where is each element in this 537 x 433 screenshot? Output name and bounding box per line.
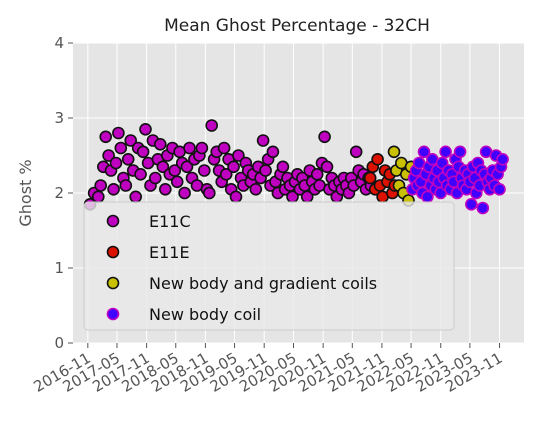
legend-marker bbox=[106, 307, 120, 321]
data-point bbox=[180, 160, 194, 174]
data-point bbox=[94, 179, 107, 192]
data-point bbox=[476, 201, 490, 215]
data-point bbox=[387, 145, 401, 159]
data-point bbox=[170, 175, 184, 189]
data-point bbox=[439, 145, 452, 159]
data-point bbox=[310, 168, 324, 181]
data-point bbox=[92, 190, 105, 204]
data-point bbox=[124, 134, 137, 147]
data-point bbox=[178, 186, 191, 200]
y-tick-label: 3 bbox=[54, 109, 64, 127]
data-point bbox=[154, 138, 167, 151]
legend-marker bbox=[106, 276, 120, 290]
y-tick-label: 1 bbox=[54, 259, 64, 277]
data-point bbox=[349, 145, 363, 159]
data-point bbox=[195, 141, 209, 155]
y-tick-label: 2 bbox=[54, 184, 64, 202]
y-tick-label: 0 bbox=[54, 334, 64, 352]
legend-label: New body coil bbox=[149, 305, 261, 324]
x-axis: 2016-112017-052017-112018-052018-112019-… bbox=[31, 343, 506, 396]
legend-label: E11E bbox=[149, 243, 190, 262]
data-point bbox=[159, 183, 172, 196]
data-point bbox=[219, 168, 233, 181]
data-point bbox=[99, 130, 112, 144]
data-point bbox=[249, 183, 263, 196]
data-point bbox=[232, 149, 245, 162]
data-point bbox=[464, 198, 478, 211]
data-point bbox=[112, 126, 125, 140]
data-point bbox=[229, 190, 243, 204]
y-axis: 0 1 2 3 4 bbox=[54, 34, 73, 352]
data-point bbox=[276, 160, 290, 174]
data-point bbox=[119, 179, 133, 192]
y-tick-label: 4 bbox=[54, 34, 64, 52]
legend-marker bbox=[106, 214, 120, 228]
data-point bbox=[496, 153, 509, 166]
data-point bbox=[129, 190, 142, 204]
data-point bbox=[453, 145, 467, 159]
data-point bbox=[320, 160, 334, 174]
y-axis-label: Ghost % bbox=[16, 159, 35, 226]
data-point bbox=[203, 186, 216, 200]
data-point bbox=[114, 141, 128, 155]
chart-title: Mean Ghost Percentage - 32CH bbox=[164, 16, 430, 36]
data-point bbox=[156, 160, 170, 174]
data-point bbox=[139, 123, 152, 136]
data-point bbox=[109, 156, 123, 170]
data-point bbox=[149, 171, 162, 185]
data-point bbox=[183, 141, 196, 155]
legend-box bbox=[83, 201, 455, 331]
data-point bbox=[259, 164, 272, 177]
legend-label: E11C bbox=[149, 212, 191, 231]
data-points bbox=[83, 119, 509, 215]
data-point bbox=[266, 145, 280, 159]
data-point bbox=[318, 130, 331, 144]
legend-label: New body and gradient coils bbox=[149, 274, 377, 293]
legend: E11C E11E New body and gradient coils New b… bbox=[83, 201, 455, 331]
data-point bbox=[371, 153, 384, 166]
data-point bbox=[493, 183, 506, 196]
data-point bbox=[107, 183, 120, 196]
series-group bbox=[406, 145, 509, 215]
data-point bbox=[205, 119, 218, 132]
series-group bbox=[83, 119, 378, 211]
data-point bbox=[417, 145, 431, 159]
data-point bbox=[198, 164, 211, 177]
data-point bbox=[227, 160, 240, 174]
data-point bbox=[256, 134, 270, 147]
data-point bbox=[217, 141, 231, 155]
data-point bbox=[134, 168, 147, 181]
data-point bbox=[363, 171, 377, 185]
data-point bbox=[136, 145, 150, 159]
data-point bbox=[102, 149, 115, 162]
legend-marker bbox=[106, 245, 120, 259]
data-point bbox=[121, 153, 135, 166]
